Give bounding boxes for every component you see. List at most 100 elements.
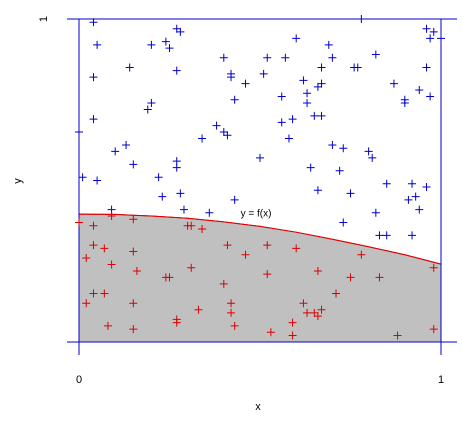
y-tick-label: 1 <box>38 16 50 22</box>
point <box>317 111 326 120</box>
point <box>107 212 116 221</box>
point <box>429 27 438 36</box>
point <box>306 163 315 172</box>
point <box>82 254 91 263</box>
point <box>89 289 98 298</box>
point <box>132 266 141 275</box>
point <box>364 147 373 156</box>
point <box>310 111 319 120</box>
point <box>172 163 181 172</box>
x-axis-label: x <box>255 401 261 413</box>
point <box>313 82 322 91</box>
point <box>129 299 138 308</box>
point <box>129 160 138 169</box>
point <box>339 218 348 227</box>
point <box>375 273 384 282</box>
point <box>437 34 445 43</box>
point <box>346 189 355 198</box>
point <box>332 289 341 298</box>
point <box>176 189 185 198</box>
point <box>212 121 221 130</box>
point <box>256 153 264 162</box>
point <box>219 128 228 137</box>
point <box>89 18 98 27</box>
point <box>147 98 156 107</box>
point <box>429 325 438 334</box>
point <box>303 98 312 107</box>
point <box>241 250 250 259</box>
point <box>426 92 435 101</box>
point <box>165 273 174 282</box>
point <box>179 205 188 214</box>
point <box>198 134 207 143</box>
point <box>227 299 236 308</box>
point <box>382 179 391 188</box>
point <box>313 186 322 195</box>
point <box>292 34 301 43</box>
point <box>411 192 420 201</box>
point <box>93 176 102 185</box>
point <box>357 15 366 23</box>
point <box>172 66 181 75</box>
point <box>129 215 138 224</box>
point <box>429 263 438 272</box>
point <box>266 328 275 337</box>
point <box>375 231 384 240</box>
point <box>107 260 116 269</box>
point <box>223 131 232 140</box>
point <box>100 289 109 298</box>
point <box>263 270 272 279</box>
point <box>422 63 431 72</box>
point <box>393 331 402 340</box>
point <box>103 321 112 330</box>
point <box>154 173 163 182</box>
point <box>122 140 131 149</box>
point <box>404 195 413 204</box>
point <box>75 218 83 227</box>
point <box>147 40 156 49</box>
point <box>78 173 87 182</box>
y-axis-label: y <box>12 178 24 184</box>
point <box>227 69 236 78</box>
point <box>161 37 170 46</box>
point <box>303 89 312 98</box>
point <box>328 140 337 149</box>
point <box>288 318 297 327</box>
point <box>346 273 355 282</box>
point <box>335 166 344 175</box>
point <box>230 321 239 330</box>
point <box>368 153 377 162</box>
point <box>299 299 308 308</box>
point <box>284 134 293 143</box>
curve <box>78 213 442 265</box>
point <box>299 76 308 85</box>
point <box>339 144 348 153</box>
point <box>422 182 431 191</box>
point <box>129 325 138 334</box>
point <box>382 231 391 240</box>
point <box>125 63 134 72</box>
point <box>230 195 239 204</box>
point <box>281 53 290 62</box>
point <box>194 305 203 314</box>
point <box>317 79 326 88</box>
point <box>288 115 297 124</box>
x-tick-label: 1 <box>438 374 444 386</box>
point <box>353 63 362 72</box>
point <box>288 331 297 340</box>
point <box>89 115 98 124</box>
point <box>277 92 286 101</box>
point <box>219 279 228 288</box>
point <box>111 147 120 156</box>
point <box>187 263 196 272</box>
point <box>408 179 417 188</box>
x-tick-label: 0 <box>76 374 82 386</box>
point <box>263 53 272 62</box>
point <box>223 241 232 250</box>
point <box>230 95 239 104</box>
point <box>317 305 326 314</box>
point <box>129 247 138 256</box>
point <box>317 63 326 72</box>
point <box>219 53 228 62</box>
